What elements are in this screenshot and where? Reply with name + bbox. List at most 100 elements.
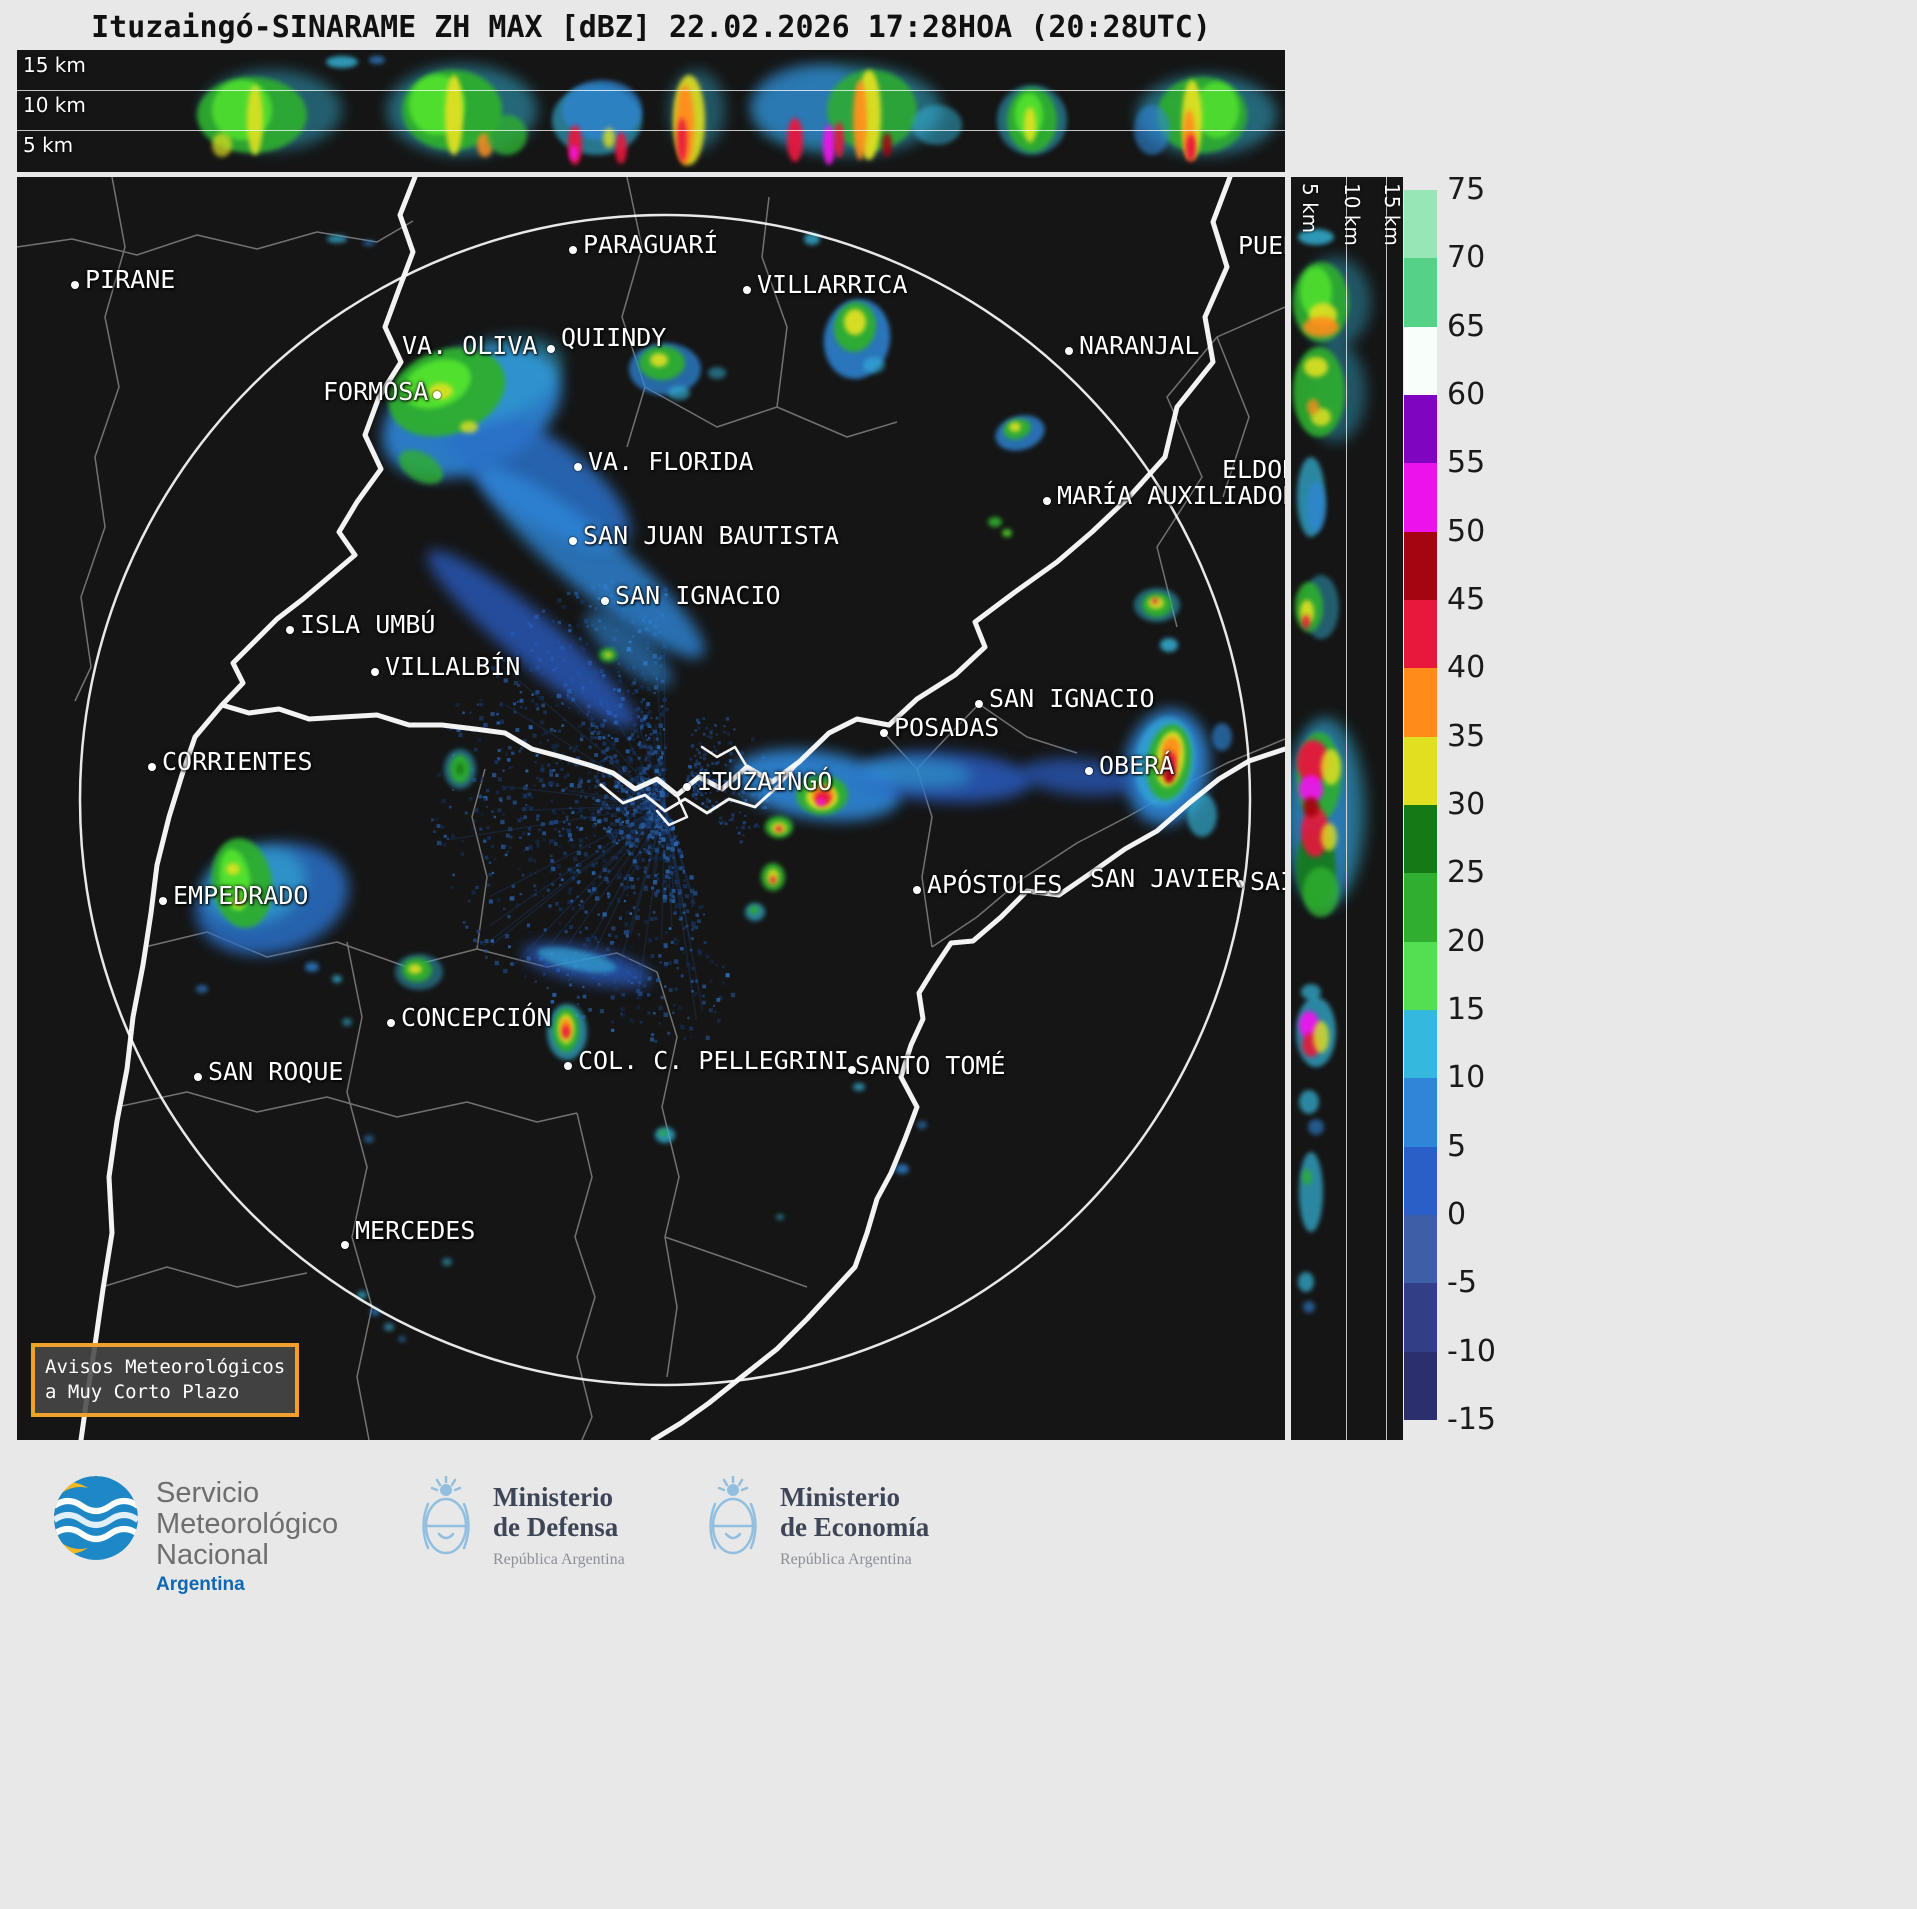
- clutter-speckle: [698, 751, 701, 754]
- clutter-speckle: [610, 757, 613, 760]
- clutter-speckle: [663, 895, 667, 899]
- radar-echo: [604, 652, 612, 658]
- clutter-speckle: [645, 849, 649, 853]
- clutter-speckle: [675, 988, 678, 991]
- clutter-speckle: [608, 851, 611, 854]
- clutter-speckle: [515, 903, 519, 907]
- clutter-speckle: [610, 747, 613, 750]
- clutter-speckle: [564, 930, 568, 934]
- clutter-speckle: [451, 886, 454, 889]
- clutter-speckle: [592, 883, 596, 887]
- clutter-speckle: [587, 780, 590, 783]
- clutter-speckle: [616, 842, 618, 844]
- clutter-speckle: [485, 939, 489, 943]
- clutter-speckle: [613, 836, 615, 838]
- clutter-speckle: [644, 885, 647, 888]
- clutter-speckle: [505, 934, 509, 938]
- clutter-speckle: [705, 727, 708, 730]
- city-marker: [1043, 497, 1051, 505]
- clutter-speckle: [602, 742, 606, 746]
- clutter-speckle: [634, 817, 638, 821]
- clutter-speckle: [647, 875, 651, 879]
- clutter-speckle: [683, 903, 687, 907]
- clutter-speckle: [729, 752, 733, 756]
- clutter-speckle: [588, 771, 592, 775]
- clutter-speckle: [648, 834, 652, 838]
- radar-echo: [1303, 797, 1319, 817]
- clutter-speckle: [657, 823, 659, 825]
- clutter-speckle: [534, 872, 536, 874]
- clutter-speckle: [648, 710, 651, 713]
- clutter-speckle: [646, 826, 649, 829]
- radar-echo: [487, 115, 527, 155]
- clutter-speckle: [604, 797, 607, 800]
- clutter-speckle: [595, 725, 599, 729]
- clutter-speckle: [573, 857, 577, 861]
- clutter-speckle: [526, 784, 528, 786]
- clutter-speckle: [527, 805, 531, 809]
- colorbar-tick-label: 30: [1447, 790, 1485, 820]
- clutter-speckle: [586, 643, 588, 645]
- colorbar-tick-label: 25: [1447, 858, 1485, 888]
- clutter-speckle: [471, 828, 474, 831]
- clutter-speckle: [701, 802, 704, 805]
- clutter-speckle: [651, 766, 654, 769]
- clutter-speckle: [661, 996, 664, 999]
- radar-echo: [1303, 317, 1339, 337]
- clutter-speckle: [709, 736, 712, 739]
- clutter-speckle: [540, 720, 544, 724]
- clutter-speckle: [654, 854, 656, 856]
- clutter-speckle: [664, 888, 667, 891]
- clutter-speckle: [702, 1001, 706, 1005]
- clutter-speckle: [593, 834, 596, 837]
- clutter-speckle: [568, 892, 571, 895]
- clutter-speckle: [590, 736, 594, 740]
- clutter-speckle: [536, 708, 539, 711]
- clutter-speckle: [744, 815, 746, 817]
- clutter-speckle: [710, 732, 713, 735]
- clutter-speckle: [645, 735, 647, 737]
- clutter-speckle: [498, 809, 502, 813]
- clutter-speckle: [644, 867, 647, 870]
- economia-sub-label: República Argentina: [780, 1551, 929, 1569]
- clutter-speckle: [659, 1006, 663, 1010]
- clutter-speckle: [687, 780, 689, 782]
- clutter-speckle: [670, 871, 674, 875]
- radar-echo: [212, 133, 232, 157]
- city-marker: [387, 1019, 395, 1027]
- clutter-speckle: [444, 835, 447, 838]
- clutter-speckle: [640, 685, 644, 689]
- clutter-speckle: [644, 777, 647, 780]
- clutter-speckle: [589, 787, 591, 789]
- clutter-speckle: [579, 839, 584, 844]
- city-label: PARAGUARÍ: [583, 232, 718, 258]
- right-cross-section-echoes: [1291, 229, 1371, 1313]
- city-label: MARÍA AUXILIADORA: [1057, 483, 1285, 509]
- clutter-speckle: [715, 762, 718, 765]
- colorbar-tick-label: 55: [1447, 448, 1485, 478]
- clutter-speckle: [681, 974, 684, 977]
- clutter-speckle: [583, 943, 587, 947]
- clutter-speckle: [556, 783, 560, 787]
- colorbar-segment: [1404, 190, 1437, 258]
- radar-echo: [1299, 1090, 1319, 1114]
- clutter-speckle: [716, 734, 718, 736]
- clutter-speckle: [535, 840, 539, 844]
- clutter-speckle: [571, 844, 575, 848]
- clutter-speckle: [558, 922, 561, 925]
- radar-echo: [1002, 529, 1012, 537]
- clutter-speckle: [607, 870, 610, 873]
- clutter-speckle: [533, 784, 537, 788]
- clutter-speckle: [729, 741, 732, 744]
- radar-echo: [912, 105, 962, 145]
- radar-echo: [775, 826, 783, 832]
- clutter-speckle: [639, 741, 641, 743]
- clutter-speckle: [576, 624, 579, 627]
- clutter-speckle: [568, 823, 571, 826]
- clutter-speckle: [595, 862, 598, 865]
- clutter-speckle: [513, 801, 517, 805]
- radar-echo: [776, 1214, 784, 1220]
- clutter-speckle: [621, 1013, 626, 1018]
- clutter-speckle: [520, 691, 523, 694]
- city-marker: [286, 626, 294, 634]
